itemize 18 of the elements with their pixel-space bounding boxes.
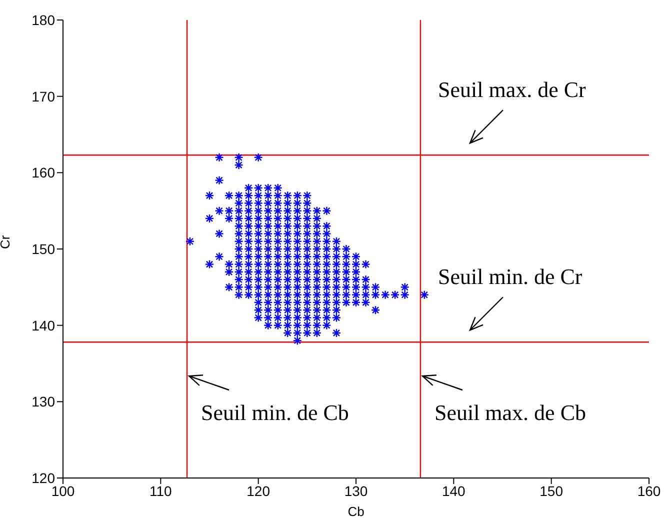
- y-tick-label: 130: [32, 394, 56, 410]
- x-tick-label: 110: [150, 482, 172, 499]
- x-tick-label: 130: [344, 482, 368, 499]
- x-tick-label: 140: [442, 482, 466, 499]
- x-axis-title: Cb: [348, 504, 364, 518]
- ref-line-label: Seuil min. de Cb: [201, 400, 349, 425]
- ref-line-label: Seuil max. de Cr: [438, 77, 587, 102]
- x-tick-label: 120: [246, 482, 270, 499]
- y-axis-title: Cr: [0, 234, 13, 249]
- x-tick-label: 150: [540, 482, 564, 499]
- y-tick-label: 150: [32, 240, 56, 257]
- x-tick-label: 160: [637, 482, 661, 499]
- y-tick-label: 160: [32, 164, 56, 181]
- y-tick-label: 180: [32, 12, 56, 28]
- ref-line-label: Seuil min. de Cr: [438, 264, 583, 290]
- y-tick-label: 140: [32, 317, 56, 334]
- y-tick-label: 170: [32, 88, 56, 104]
- ref-line-label: Seuil max. de Cb: [434, 400, 586, 425]
